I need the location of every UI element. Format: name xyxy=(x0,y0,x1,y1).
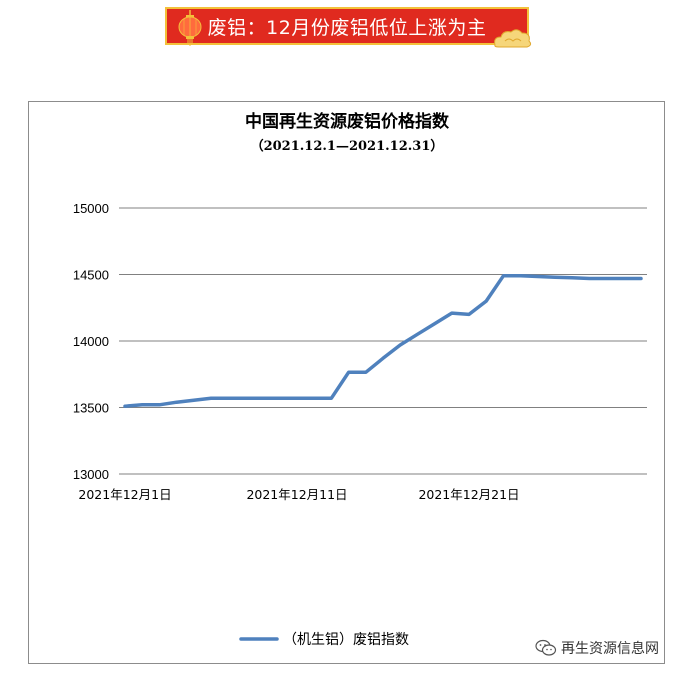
y-tick-label: 15000 xyxy=(73,201,109,216)
lantern-icon xyxy=(178,10,202,46)
chart-subtitle: （2021.12.1—2021.12.31） xyxy=(251,138,444,154)
series-line xyxy=(123,274,643,408)
banner: 废铝：12月份废铝低位上涨为主 xyxy=(165,7,532,48)
x-tick-label: 2021年12月1日 xyxy=(78,487,171,502)
y-tick-label: 14500 xyxy=(73,268,109,283)
chart-title: 中国再生资源废铝价格指数 xyxy=(245,111,450,132)
watermark: 再生资源信息网 xyxy=(535,637,659,659)
chart-panel: 中国再生资源废铝价格指数 （2021.12.1—2021.12.31） 1500… xyxy=(28,101,665,664)
x-tick-label: 2021年12月21日 xyxy=(418,487,519,502)
legend-label: （机生铝）废铝指数 xyxy=(283,632,409,648)
line-chart: 中国再生资源废铝价格指数 （2021.12.1—2021.12.31） 1500… xyxy=(73,111,647,648)
y-tick-label: 14000 xyxy=(73,334,109,349)
auspicious-cloud-icon xyxy=(494,29,532,48)
y-tick-label: 13500 xyxy=(73,401,109,416)
watermark-text: 再生资源信息网 xyxy=(561,641,659,657)
x-tick-label: 2021年12月11日 xyxy=(246,487,347,502)
wechat-icon xyxy=(535,639,557,656)
banner-title: 废铝：12月份废铝低位上涨为主 xyxy=(207,16,487,39)
y-tick-label: 13000 xyxy=(73,467,109,482)
